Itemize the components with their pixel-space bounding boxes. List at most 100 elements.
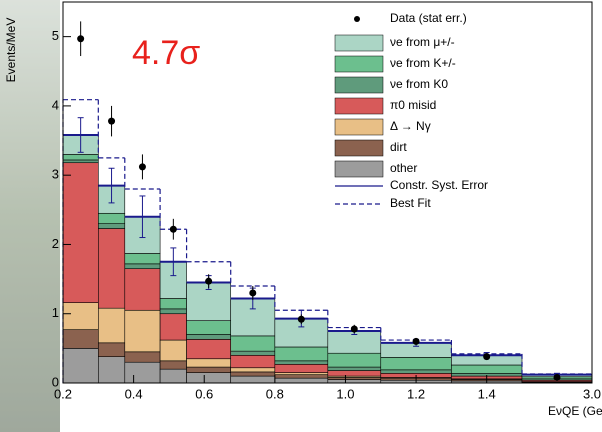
- stack-segment: [451, 364, 523, 374]
- x-tick-label: 0.6: [195, 386, 213, 401]
- stack-segment: [98, 356, 126, 384]
- stack-segment: [124, 253, 161, 265]
- stack-segment: [230, 371, 276, 377]
- stack-segment: [159, 339, 187, 362]
- y-tick-label: 0: [52, 374, 59, 389]
- x-tick-label: 1.4: [478, 386, 496, 401]
- stack-segment: [124, 361, 161, 384]
- stack-segment: [159, 308, 187, 315]
- stack-segment: [186, 320, 232, 335]
- stack-segment: [98, 228, 126, 309]
- stack-segment: [230, 367, 276, 373]
- stack-segment: [380, 357, 452, 371]
- stack-segment: [327, 377, 382, 380]
- stack-segment: [327, 370, 382, 377]
- stack-segment: [159, 368, 187, 384]
- stack-segment: [186, 334, 232, 340]
- stack-segment: [98, 223, 126, 229]
- y-tick-label: 4: [52, 97, 59, 112]
- data-point: [249, 289, 257, 297]
- stack-segment: [159, 360, 187, 370]
- stack-segment: [124, 351, 161, 363]
- stack-segment: [124, 268, 161, 311]
- stack-segment: [274, 374, 329, 379]
- legend-swatch: [334, 160, 384, 178]
- y-axis-label: Events/MeV: [4, 18, 18, 83]
- stack-segment: [159, 298, 187, 310]
- background-photo: [0, 0, 60, 432]
- y-tick-label: 5: [52, 28, 59, 43]
- stack-segment: [159, 313, 187, 341]
- x-tick-label: 0.2: [54, 386, 72, 401]
- legend-label: Δ → Nγ: [390, 119, 431, 133]
- legend-label: dirt: [390, 140, 407, 154]
- significance: 4.7σ: [132, 34, 200, 72]
- legend-swatch: [334, 118, 384, 136]
- stack-segment: [230, 335, 276, 352]
- legend-label: νe from μ+/-: [390, 35, 455, 49]
- legend-swatch: [334, 55, 384, 73]
- legend-label: Constr. Syst. Error: [390, 178, 488, 192]
- stack-segment: [380, 369, 452, 374]
- stack-segment: [62, 348, 99, 384]
- stack-segment: [124, 309, 161, 353]
- stack-segment: [98, 212, 126, 224]
- stack-segment: [98, 342, 126, 357]
- data-point: [483, 353, 491, 361]
- data-point: [169, 225, 177, 233]
- legend-label: other: [390, 161, 417, 175]
- legend-label: Data (stat err.): [390, 11, 467, 25]
- stack-segment: [186, 366, 232, 373]
- x-tick-label: 1.2: [407, 386, 425, 401]
- plot-frame: [62, 1, 593, 384]
- stack-segment: [327, 379, 382, 384]
- stack-segment: [327, 352, 382, 368]
- legend-swatch: [334, 97, 384, 115]
- x-tick-label: 0.8: [266, 386, 284, 401]
- stack-segment: [98, 307, 126, 344]
- data-point: [108, 117, 116, 125]
- y-tick-label: 3: [52, 167, 59, 182]
- stack-segment: [62, 154, 99, 161]
- legend-swatch: [334, 34, 384, 52]
- stack-segment: [274, 377, 329, 384]
- stack-segment: [327, 366, 382, 371]
- legend-label: π0 misid: [390, 98, 436, 112]
- data-point: [412, 337, 420, 345]
- stack-segment: [274, 372, 329, 375]
- stack-segment: [230, 350, 276, 356]
- y-tick-label: 2: [52, 236, 59, 251]
- stack-segment: [62, 302, 99, 330]
- stack-segment: [274, 346, 329, 362]
- stack-segment: [186, 372, 232, 384]
- y-tick-label: 1: [52, 305, 59, 320]
- legend-label: νe from K0: [390, 77, 448, 91]
- x-tick-label: 3.0: [583, 386, 601, 401]
- stack-segment: [62, 162, 99, 303]
- legend-label: Best Fit: [390, 196, 431, 210]
- legend-swatch: [334, 76, 384, 94]
- data-point: [77, 35, 85, 43]
- stack-segment: [186, 358, 232, 368]
- stack-segment: [274, 363, 329, 373]
- x-tick-label: 1.0: [336, 386, 354, 401]
- data-point: [205, 277, 213, 285]
- stack-segment: [230, 375, 276, 384]
- x-axis-label: EνQE (GeV): [548, 404, 602, 418]
- data-point: [350, 325, 358, 333]
- stack-segment: [186, 339, 232, 360]
- stack-segment: [124, 263, 161, 270]
- data-point: [553, 373, 561, 381]
- legend-marker: [354, 16, 360, 22]
- x-tick-label: 0.4: [125, 386, 143, 401]
- stack-segment: [274, 360, 329, 365]
- stack-segment: [62, 159, 99, 164]
- data-point: [297, 315, 305, 323]
- legend-label: νe from K+/-: [390, 56, 456, 70]
- stack-segment: [230, 354, 276, 369]
- photo-veil: [0, 0, 60, 432]
- stack-segment: [62, 329, 99, 349]
- data-point: [138, 163, 146, 171]
- legend-swatch: [334, 139, 384, 157]
